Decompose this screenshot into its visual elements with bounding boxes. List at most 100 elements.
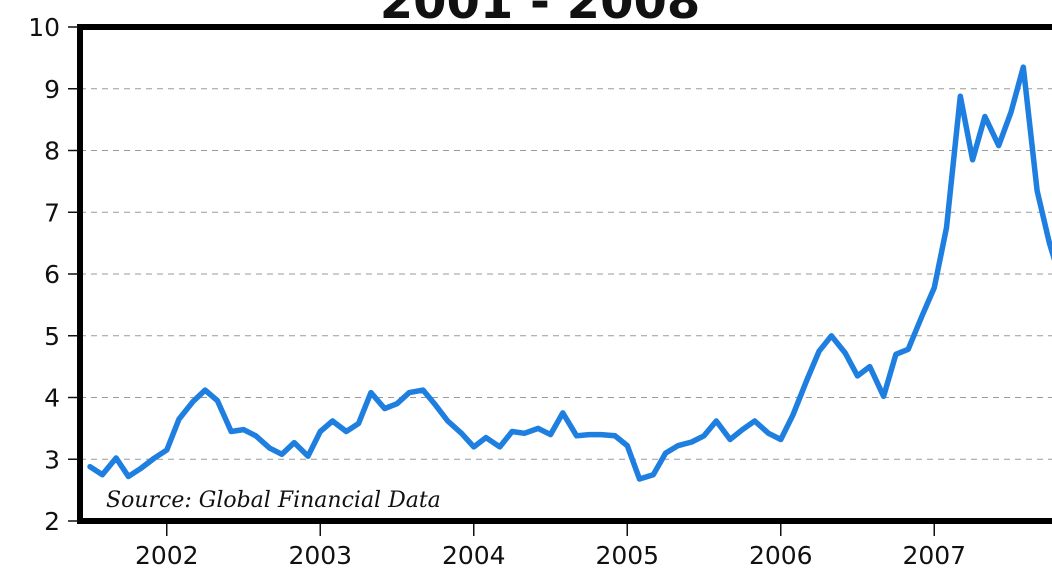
data-point: [626, 444, 629, 447]
data-point: [600, 433, 602, 436]
data-point: [664, 452, 667, 454]
data-point: [1010, 111, 1012, 113]
data-point: [383, 407, 386, 410]
data-point: [869, 365, 871, 368]
data-point: [753, 420, 756, 422]
x-axis: 2002 2003 2004 2005 2006 2007: [135, 524, 966, 569]
data-point: [345, 430, 348, 433]
data-point: [511, 430, 513, 433]
data-point: [216, 399, 219, 402]
data-point: [741, 428, 744, 431]
data-point: [959, 95, 962, 97]
grid-lines: [80, 88, 1052, 460]
data-point: [549, 433, 552, 436]
data-point: [767, 432, 770, 435]
data-point: [729, 438, 731, 441]
data-point: [434, 404, 437, 406]
data-point: [357, 422, 360, 425]
data-point: [997, 144, 1000, 147]
x-tick-label: 2006: [749, 541, 813, 569]
x-tick-label: 2007: [902, 541, 966, 569]
data-point: [408, 391, 411, 394]
x-tick-label: 2004: [442, 541, 506, 569]
data-point: [882, 395, 885, 398]
data-point: [703, 435, 705, 437]
data-point: [895, 353, 897, 356]
data-point: [907, 348, 909, 351]
data-point: [101, 473, 104, 476]
y-tick-label: 5: [44, 322, 60, 351]
series-layer: [87, 64, 1052, 482]
y-tick-label: 9: [44, 75, 60, 104]
plot-frame: [77, 24, 1052, 524]
data-point: [89, 465, 91, 468]
y-tick-label: 8: [44, 137, 60, 166]
data-point: [499, 446, 501, 448]
data-point: [115, 457, 117, 459]
data-point: [396, 402, 398, 405]
data-point: [1036, 189, 1038, 192]
data-point: [192, 401, 194, 403]
y-tick-label: 2: [44, 507, 60, 536]
data-point: [127, 475, 130, 478]
data-point: [677, 444, 679, 447]
data-point: [166, 449, 168, 451]
data-point: [370, 391, 372, 394]
data-point: [230, 430, 232, 433]
data-point: [281, 453, 283, 456]
x-tick-label: 2003: [288, 541, 352, 569]
x-tick-label: 2002: [135, 541, 199, 569]
data-point: [844, 352, 846, 354]
y-tick-label: 6: [44, 260, 60, 289]
data-point: [204, 389, 206, 391]
data-point: [537, 427, 539, 430]
data-point: [307, 455, 309, 458]
data-point: [818, 350, 820, 353]
data-point: [715, 420, 718, 422]
data-point: [562, 412, 564, 414]
data-point: [523, 432, 526, 435]
data-point: [178, 418, 180, 420]
data-point: [255, 435, 257, 437]
data-point: [652, 473, 655, 476]
data-point: [921, 315, 923, 317]
data-point: [1022, 66, 1025, 68]
data-point: [856, 375, 859, 377]
data-point: [806, 379, 808, 382]
data-point: [242, 428, 245, 431]
data-point: [971, 159, 974, 161]
data-point: [460, 432, 463, 435]
data-point: [293, 441, 296, 444]
data-point: [575, 435, 578, 437]
source-annotation: Source: Global Financial Data: [106, 488, 441, 513]
data-point: [485, 436, 487, 439]
data-point: [319, 430, 322, 433]
y-tick-label: 7: [44, 198, 60, 227]
data-point: [139, 467, 142, 470]
data-point: [945, 226, 948, 229]
data-point: [638, 478, 641, 480]
data-point: [933, 286, 936, 289]
data-point: [446, 420, 449, 422]
data-point: [984, 115, 986, 118]
chart-title: 2001 - 2008: [380, 0, 701, 30]
y-tick-label: 4: [44, 384, 60, 413]
y-axis: 2 3 4 5 6 7 8 9 10: [28, 13, 78, 536]
data-point: [473, 446, 475, 448]
y-tick-label: 10: [28, 13, 60, 42]
data-point: [830, 335, 833, 337]
series-line: [87, 64, 1052, 482]
data-point: [1048, 242, 1051, 244]
x-tick-label: 2005: [595, 541, 659, 569]
y-tick-label: 3: [44, 445, 60, 474]
data-point: [792, 414, 794, 416]
data-point: [690, 441, 693, 443]
data-point: [331, 420, 334, 422]
data-point: [153, 457, 156, 459]
data-point: [614, 435, 616, 437]
data-point: [780, 438, 782, 441]
data-point: [588, 433, 590, 436]
data-point: [268, 447, 271, 449]
data-point: [422, 389, 424, 391]
